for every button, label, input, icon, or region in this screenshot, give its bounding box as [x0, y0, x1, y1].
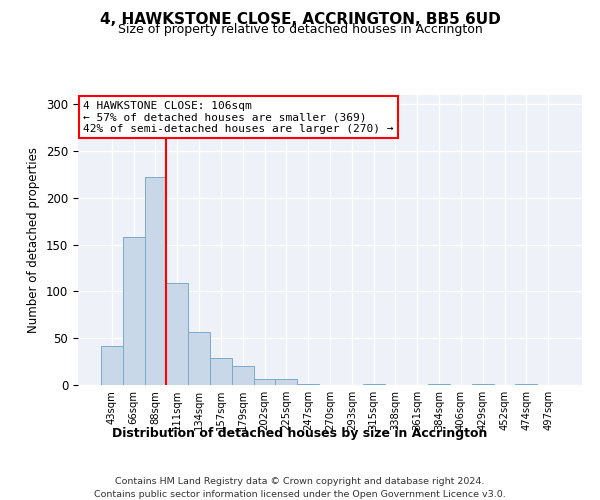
Bar — [428, 384, 450, 385]
Text: 4, HAWKSTONE CLOSE, ACCRINGTON, BB5 6UD: 4, HAWKSTONE CLOSE, ACCRINGTON, BB5 6UD — [100, 12, 500, 28]
Text: 4 HAWKSTONE CLOSE: 106sqm
← 57% of detached houses are smaller (369)
42% of semi: 4 HAWKSTONE CLOSE: 106sqm ← 57% of detac… — [83, 101, 394, 134]
Bar — [297, 384, 319, 385]
Text: Contains HM Land Registry data © Crown copyright and database right 2024.: Contains HM Land Registry data © Crown c… — [115, 478, 485, 486]
Bar — [232, 366, 254, 385]
Bar — [166, 283, 188, 385]
Bar — [101, 346, 123, 385]
Bar — [254, 380, 275, 385]
Text: Size of property relative to detached houses in Accrington: Size of property relative to detached ho… — [118, 24, 482, 36]
Bar — [472, 384, 494, 385]
Bar — [363, 384, 385, 385]
Text: Distribution of detached houses by size in Accrington: Distribution of detached houses by size … — [112, 428, 488, 440]
Bar — [275, 380, 297, 385]
Bar — [123, 237, 145, 385]
Y-axis label: Number of detached properties: Number of detached properties — [28, 147, 40, 333]
Bar — [145, 178, 166, 385]
Text: Contains public sector information licensed under the Open Government Licence v3: Contains public sector information licen… — [94, 490, 506, 499]
Bar — [188, 332, 210, 385]
Bar — [515, 384, 537, 385]
Bar — [210, 358, 232, 385]
